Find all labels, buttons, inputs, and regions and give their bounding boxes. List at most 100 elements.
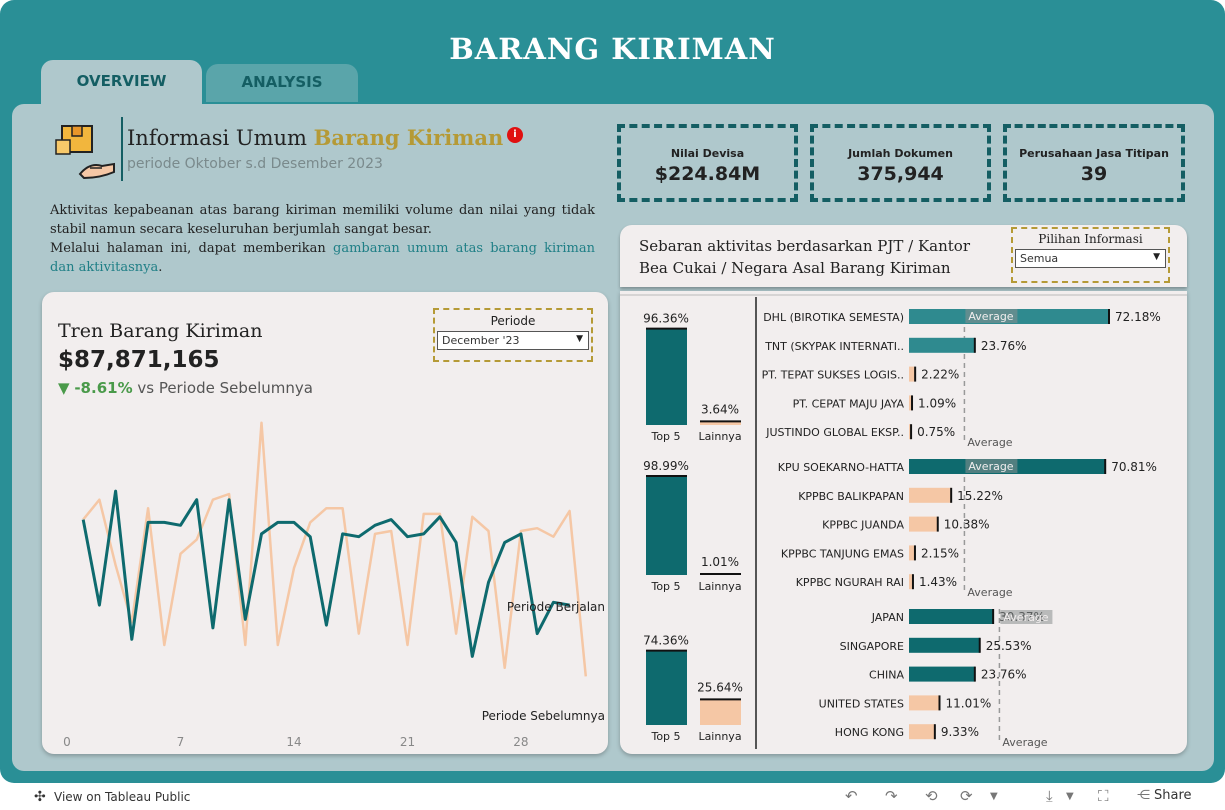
description: Aktivitas kepabeanan atas barang kiriman…	[50, 203, 595, 275]
average-label: Average	[967, 436, 1012, 449]
periode-filter: Periode December '23 ▼	[433, 308, 593, 362]
bar-value-label: 15.22%	[957, 489, 1003, 503]
trend-change-text: vs Periode Sebelumnya	[132, 379, 313, 397]
bar	[909, 545, 915, 561]
average-label-bg	[1000, 610, 1053, 624]
bar-value-label: 72.18%	[1115, 310, 1161, 324]
download-icon[interactable]: ⤓	[1046, 787, 1053, 805]
category-label: KPPBC BALIKPAPAN	[798, 490, 904, 503]
redo-icon[interactable]: ↷	[885, 787, 898, 805]
bar-value-label: 2.22%	[921, 368, 959, 382]
category-label: PT. TEPAT SUKSES LOGIS..	[762, 369, 904, 382]
average-label-bg	[965, 309, 1018, 323]
lainnya-value-label: 25.64%	[697, 680, 743, 694]
lainnya-bar	[700, 421, 741, 425]
trend-title: Tren Barang Kiriman	[58, 320, 263, 342]
distribution-charts: 96.36% 3.64% Top 5 Lainnya DHL (BIROTIKA SEM…	[620, 294, 1187, 749]
series-line-periode-sebelumnya	[82, 421, 588, 677]
info-badge-icon[interactable]: i	[507, 127, 523, 143]
undo-icon[interactable]: ↶	[845, 787, 858, 805]
average-label-bg	[965, 459, 1018, 473]
view-on-tableau-link[interactable]: ✣ View on Tableau Public	[34, 789, 191, 805]
series-label-periode-berjalan: Periode Berjalan	[507, 600, 605, 614]
category-label: CHINA	[869, 669, 904, 682]
info-title-highlight: Barang Kiriman	[313, 125, 504, 150]
top5-axis-label: Top 5	[650, 580, 680, 593]
info-period: periode Oktober s.d Desember 2023	[127, 156, 383, 172]
average-label: Average	[967, 586, 1012, 599]
bar-value-label: 0.75%	[917, 425, 955, 439]
trend-change: ▼ -8.61% vs Periode Sebelumnya	[58, 379, 313, 397]
lainnya-value-label: 3.64%	[701, 402, 739, 416]
package-hand-icon	[55, 125, 115, 180]
top5-axis-label: Top 5	[650, 430, 680, 443]
pilihan-informasi-filter: Pilihan Informasi Semua ▼	[1011, 227, 1170, 283]
distribution-body: 96.36% 3.64% Top 5 Lainnya DHL (BIROTIKA SEM…	[620, 291, 1187, 754]
bar-value-label: 2.15%	[921, 546, 959, 560]
chevron-down-icon: ▼	[576, 334, 583, 344]
bar-value-label: 11.01%	[946, 696, 992, 710]
top5-value-label: 74.36%	[643, 634, 689, 648]
bar	[909, 695, 940, 711]
category-label: DHL (BIROTIKA SEMESTA)	[763, 311, 904, 324]
lainnya-bar	[700, 699, 741, 725]
x-tick-label: 0	[63, 735, 71, 749]
bar-value-label: 23.76%	[981, 339, 1027, 353]
description-line1: Aktivitas kepabeanan atas barang kiriman…	[50, 203, 595, 237]
category-label: UNITED STATES	[819, 697, 904, 710]
category-label: PT. CEPAT MAJU JAYA	[793, 397, 905, 410]
trend-card: Tren Barang Kiriman $87,871,165 ▼ -8.61%…	[42, 292, 608, 754]
bar-value-label: 70.81%	[1111, 460, 1157, 474]
trend-line-chart: 0 7 14 21 28 Periode Berjalan Periode Sebelumn…	[63, 421, 605, 749]
category-label: JUSTINDO GLOBAL EKSP..	[765, 426, 904, 439]
lainnya-value-label: 1.01%	[701, 555, 739, 569]
kpi-label: Jumlah Dokumen	[848, 147, 953, 160]
bar	[909, 637, 980, 653]
kpi-jumlah-dokumen: Jumlah Dokumen 375,944	[810, 124, 991, 202]
periode-select[interactable]: December '23 ▼	[437, 331, 589, 350]
x-tick-label: 28	[513, 735, 528, 749]
bar-value-label: 9.33%	[941, 725, 979, 739]
category-label: SINGAPORE	[840, 640, 904, 653]
top5-axis-label: Top 5	[650, 730, 680, 743]
top5-value-label: 96.36%	[643, 312, 689, 326]
tab-analysis[interactable]: ANALYSIS	[206, 64, 358, 102]
tab-overview[interactable]: OVERVIEW	[41, 60, 202, 106]
tableau-toolbar: ✣ View on Tableau Public ↶ ↷ ⟲ ⟳ ▼ ⤓ ▼ ⛶ …	[0, 783, 1225, 810]
bar	[909, 574, 913, 590]
revert-icon[interactable]: ⟲	[925, 787, 938, 805]
fullscreen-icon[interactable]: ⛶	[1098, 787, 1109, 805]
periode-filter-label: Periode	[490, 314, 536, 328]
category-label: TNT (SKYPAK INTERNATI..	[764, 340, 904, 353]
lainnya-axis-label: Lainnya	[698, 730, 741, 743]
bar	[909, 516, 938, 532]
category-label: HONG KONG	[835, 726, 904, 739]
average-label: Average	[968, 310, 1013, 323]
lainnya-axis-label: Lainnya	[698, 580, 741, 593]
bar	[909, 395, 913, 411]
bar	[909, 337, 975, 353]
kpi-value: 39	[1080, 163, 1108, 185]
x-tick-label: 21	[400, 735, 415, 749]
download-dropdown-icon[interactable]: ▼	[1066, 791, 1074, 802]
series-line-periode-berjalan	[81, 489, 570, 658]
tableau-logo-icon: ✣	[34, 789, 46, 805]
x-tick-label: 14	[286, 735, 301, 749]
refresh-icon[interactable]: ⟳	[960, 787, 973, 805]
kpi-label: Nilai Devisa	[670, 147, 745, 160]
pilihan-informasi-select[interactable]: Semua ▼	[1015, 249, 1166, 268]
series-label-periode-sebelumnya: Periode Sebelumnya	[482, 709, 605, 723]
refresh-dropdown-icon[interactable]: ▼	[990, 791, 998, 802]
category-label: KPPBC NGURAH RAI	[796, 576, 904, 589]
trend-change-pct: -8.61%	[74, 379, 133, 397]
share-icon: ⋲	[1137, 788, 1150, 803]
share-button[interactable]: ⋲ Share	[1137, 788, 1192, 803]
trend-value: $87,871,165	[58, 347, 220, 373]
info-title: Informasi Umum Barang Kiriman	[127, 125, 504, 150]
x-tick-label: 7	[177, 735, 185, 749]
category-label: KPPBC JUANDA	[822, 519, 904, 532]
bar-value-label: 1.09%	[918, 396, 956, 410]
average-label: Average	[968, 460, 1013, 473]
bar	[909, 724, 935, 740]
trend-change-arrow-icon: ▼	[58, 379, 70, 397]
